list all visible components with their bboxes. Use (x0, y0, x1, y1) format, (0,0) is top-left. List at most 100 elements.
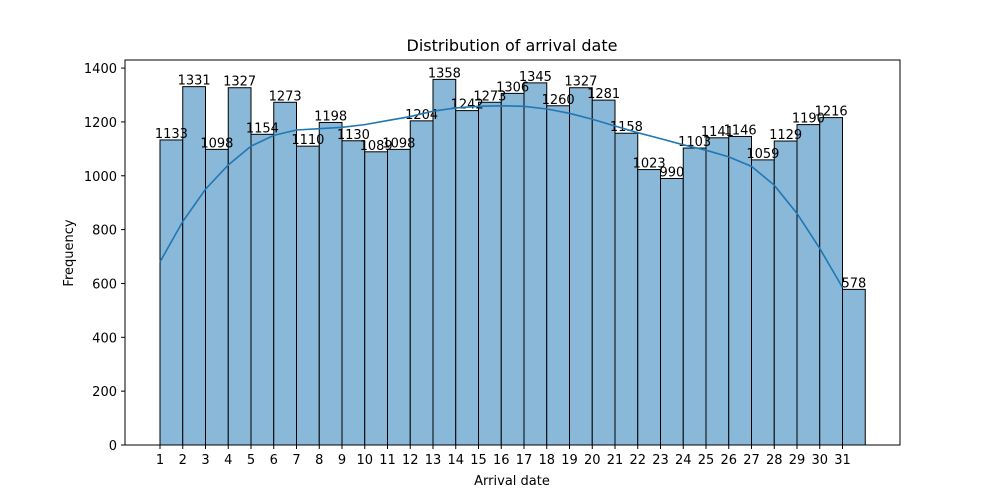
bar-day-20 (591, 99, 616, 446)
x-tick-label: 4 (224, 453, 232, 468)
bar-day-22 (637, 169, 661, 446)
x-tick-label: 30 (811, 453, 828, 468)
bar-day-21 (614, 132, 639, 446)
bar-value-label: 1327 (223, 75, 256, 90)
bar-day-27 (751, 159, 775, 446)
bar-day-31 (842, 288, 866, 446)
bar-day-6 (273, 101, 297, 446)
y-tick-label: 1200 (84, 116, 117, 131)
bar-value-label: 1130 (337, 128, 370, 143)
bar-value-label: 1190 (792, 112, 825, 127)
x-tick-label: 24 (675, 453, 692, 468)
x-tick-label: 19 (561, 453, 578, 468)
x-tick-label: 22 (629, 453, 646, 468)
bar-day-10 (364, 151, 388, 446)
bar-value-label: 1129 (769, 128, 802, 143)
bar-day-5 (250, 133, 275, 446)
bar-day-11 (387, 148, 411, 446)
x-tick-label: 5 (247, 453, 255, 468)
bar-day-18 (546, 105, 570, 446)
x-tick-label: 12 (402, 453, 419, 468)
bar-day-23 (660, 177, 684, 446)
y-tick-label: 800 (92, 224, 117, 239)
bar-day-29 (796, 124, 821, 446)
y-tick-label: 200 (92, 385, 117, 400)
y-tick-label: 0 (109, 439, 117, 454)
bar-value-label: 1141 (701, 125, 734, 140)
bar-value-label: 578 (841, 276, 866, 291)
bar-day-14 (455, 110, 479, 446)
bar-day-9 (341, 140, 366, 446)
bar-value-label: 1198 (314, 109, 347, 124)
x-tick-label: 10 (356, 453, 373, 468)
bar-day-13 (432, 78, 457, 446)
bar-day-19 (569, 87, 593, 446)
x-tick-label: 13 (425, 453, 442, 468)
y-tick-label: 400 (92, 331, 117, 346)
bar-day-1 (159, 139, 184, 446)
x-tick-label: 9 (338, 453, 346, 468)
x-tick-label: 15 (470, 453, 487, 468)
x-tick-label: 8 (315, 453, 323, 468)
x-tick-label: 20 (584, 453, 601, 468)
x-axis-label: Arrival date (474, 474, 550, 489)
x-tick-label: 1 (156, 453, 164, 468)
bar-value-label: 1059 (746, 147, 779, 162)
bar-value-label: 1260 (542, 93, 575, 108)
x-tick-label: 21 (607, 453, 624, 468)
bar-value-label: 990 (659, 165, 684, 180)
chart-title: Distribution of arrival date (407, 36, 618, 55)
y-tick-label: 600 (92, 277, 117, 292)
bar-value-label: 1273 (473, 89, 506, 104)
x-tick-label: 25 (698, 453, 715, 468)
bar-day-24 (682, 147, 707, 446)
x-tick-label: 31 (834, 453, 851, 468)
x-tick-label: 29 (789, 453, 806, 468)
x-tick-label: 3 (201, 453, 209, 468)
y-axis-ticks: 0 200 400 600 800 1000 1200 1400 (84, 62, 125, 454)
x-tick-label: 6 (270, 453, 278, 468)
y-tick-label: 1000 (84, 170, 117, 185)
y-axis-label: Frequency (62, 219, 77, 286)
bar-value-label: 1273 (269, 89, 302, 104)
x-axis-ticks: 1 2 3 4 5 6 7 8 9 10 11 12 13 14 15 16 17 18 19 20 21 22 23 24 2… (156, 445, 851, 468)
x-tick-label: 28 (766, 453, 783, 468)
bar-value-label: 1331 (178, 74, 211, 89)
y-tick-label: 1400 (84, 62, 117, 77)
bar-labels-group: 1133 1331 1098 1327 1154 1273 1110 1198 11301089… (155, 66, 866, 291)
bar-day-17 (523, 82, 548, 446)
bars-group (159, 78, 866, 446)
bar-value-label: 1154 (246, 121, 279, 136)
x-tick-label: 11 (379, 453, 396, 468)
bar-value-label: 1358 (428, 66, 461, 81)
bar-day-26 (728, 135, 752, 446)
plot-frame (124, 59, 901, 446)
x-tick-label: 26 (720, 453, 737, 468)
bar-value-label: 1089 (360, 139, 393, 154)
x-tick-label: 2 (179, 453, 187, 468)
bar-day-15 (478, 101, 502, 446)
bar-value-label: 1306 (496, 80, 529, 95)
bar-value-label: 1204 (405, 108, 438, 123)
bar-day-16 (500, 92, 525, 446)
bar-value-label: 1098 (200, 136, 233, 151)
bar-value-label: 1110 (291, 133, 324, 148)
bar-day-25 (705, 137, 730, 446)
x-tick-label: 23 (652, 453, 669, 468)
bar-day-12 (409, 120, 434, 446)
bar-day-7 (296, 145, 320, 446)
bar-value-label: 1345 (519, 70, 552, 85)
bar-value-label: 1133 (155, 127, 188, 142)
x-tick-label: 27 (743, 453, 760, 468)
bar-value-label: 1242 (451, 98, 484, 113)
bar-value-label: 1327 (564, 75, 597, 90)
bar-value-label: 1023 (633, 157, 666, 172)
bar-day-8 (318, 121, 343, 446)
bar-value-label: 1146 (724, 123, 757, 138)
x-tick-label: 14 (447, 453, 464, 468)
bar-value-label: 1098 (382, 136, 415, 151)
x-tick-label: 16 (493, 453, 510, 468)
bar-day-28 (773, 140, 798, 446)
x-tick-label: 18 (538, 453, 555, 468)
